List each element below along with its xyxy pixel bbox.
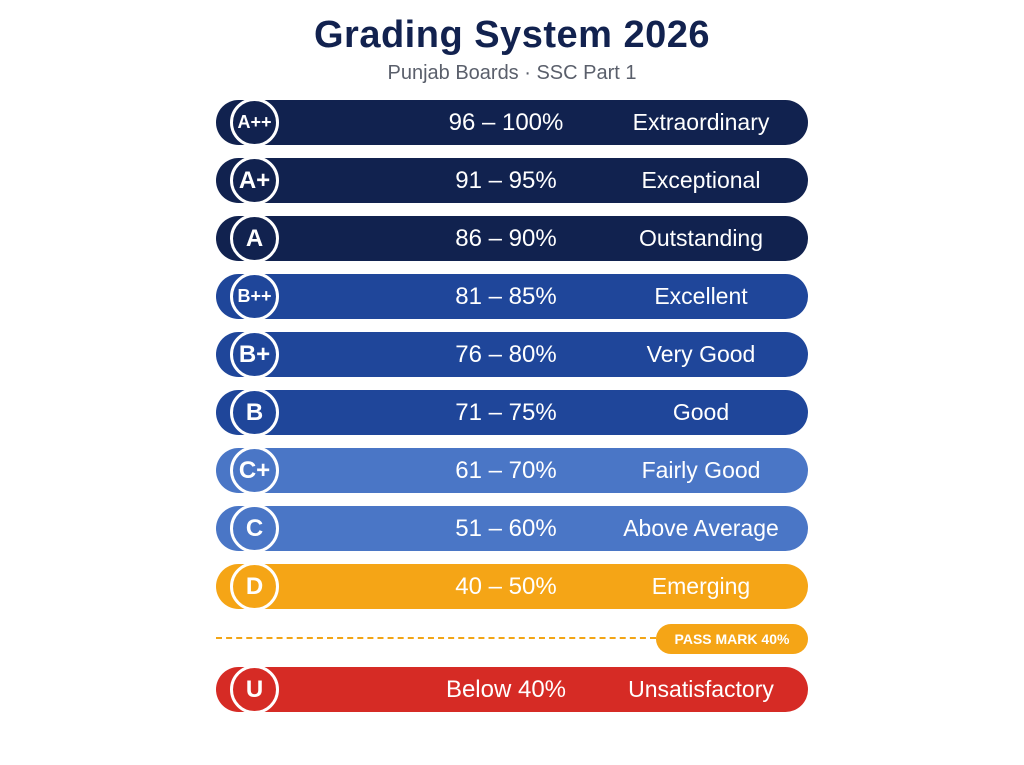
grade-range: 71 – 75% bbox=[455, 399, 557, 426]
grade-badge: U bbox=[230, 665, 279, 714]
grade-range: 81 – 85% bbox=[455, 283, 557, 310]
grade-row-a-plus: A+ 91 – 95% Exceptional bbox=[216, 156, 808, 205]
grade-range: 51 – 60% bbox=[455, 515, 557, 542]
grade-row-b: B 71 – 75% Good bbox=[216, 388, 808, 437]
grade-badge: A bbox=[230, 214, 279, 263]
grade-row-u: U Below 40% Unsatisfactory bbox=[216, 665, 808, 714]
grade-row-c-plus: C+ 61 – 70% Fairly Good bbox=[216, 446, 808, 495]
grade-badge: B bbox=[230, 388, 279, 437]
grade-badge: A+ bbox=[230, 156, 279, 205]
grade-row-a-plus-plus: A++ 96 – 100% Extraordinary bbox=[216, 98, 808, 147]
page-title: Grading System 2026 bbox=[313, 14, 710, 56]
grade-remark: Extraordinary bbox=[632, 109, 770, 135]
grade-range: 91 – 95% bbox=[455, 167, 557, 194]
grade-remark: Above Average bbox=[623, 515, 779, 541]
grade-row-b-plus: B+ 76 – 80% Very Good bbox=[216, 330, 808, 379]
grade-badge: C bbox=[230, 504, 279, 553]
grade-range: 40 – 50% bbox=[455, 573, 557, 600]
grade-range: 76 – 80% bbox=[455, 341, 557, 368]
page-subtitle: Punjab Boards · SSC Part 1 bbox=[387, 62, 637, 84]
grade-row-b-plus-plus: B++ 81 – 85% Excellent bbox=[216, 272, 808, 321]
grade-row-c: C 51 – 60% Above Average bbox=[216, 504, 808, 553]
grade-range: 61 – 70% bbox=[455, 457, 557, 484]
grade-remark: Unsatisfactory bbox=[628, 676, 774, 702]
grade-remark: Good bbox=[672, 399, 730, 425]
grade-range: Below 40% bbox=[445, 676, 567, 703]
pass-mark-divider bbox=[216, 637, 656, 639]
grade-remark: Excellent bbox=[654, 283, 748, 309]
grade-badge: A++ bbox=[230, 98, 279, 147]
grade-remark: Exceptional bbox=[641, 167, 761, 193]
pass-mark-badge: PASS MARK 40% bbox=[656, 624, 808, 654]
grade-remark: Very Good bbox=[646, 341, 756, 367]
grade-remark: Fairly Good bbox=[641, 457, 761, 483]
grade-range: 96 – 100% bbox=[448, 109, 564, 136]
grade-badge: D bbox=[230, 562, 279, 611]
grade-badge: B++ bbox=[230, 272, 279, 321]
grade-badge: C+ bbox=[230, 446, 279, 495]
grade-row-d: D 40 – 50% Emerging bbox=[216, 562, 808, 611]
grade-remark: Emerging bbox=[651, 573, 751, 599]
grade-remark: Outstanding bbox=[638, 225, 764, 251]
grade-range: 86 – 90% bbox=[455, 225, 557, 252]
grade-badge: B+ bbox=[230, 330, 279, 379]
grade-row-a: A 86 – 90% Outstanding bbox=[216, 214, 808, 263]
